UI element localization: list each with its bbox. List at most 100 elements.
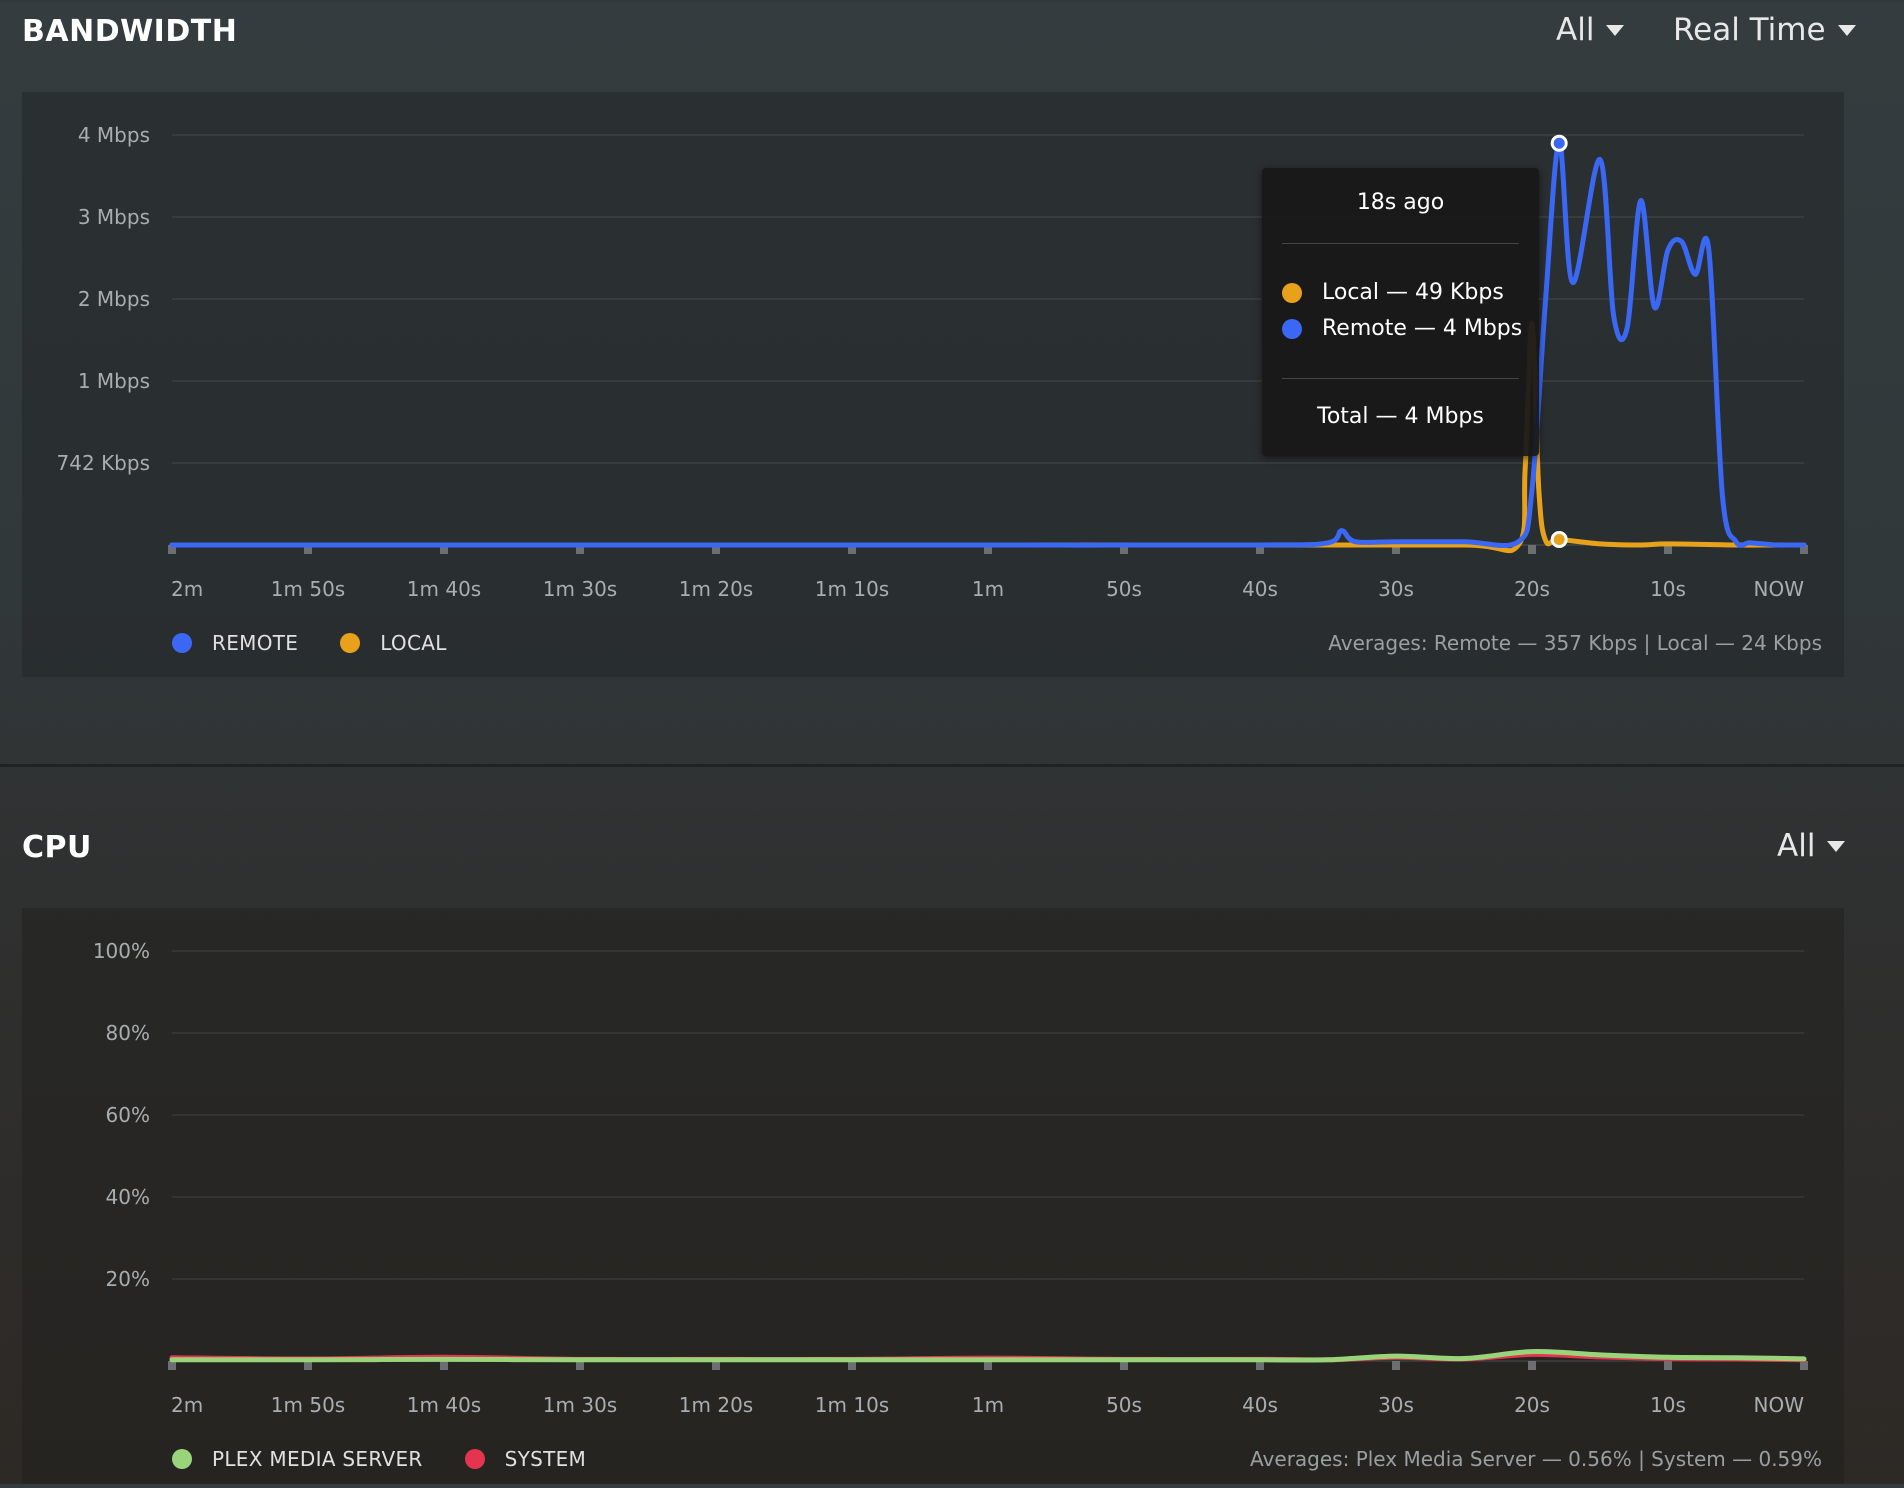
x-tick-mark <box>576 1361 584 1370</box>
x-tick-mark <box>304 1361 312 1370</box>
x-tick-mark <box>576 545 584 554</box>
y-tick-label: 4 Mbps <box>78 123 150 147</box>
tooltip-local-value: Local — 49 Kbps <box>1322 280 1504 305</box>
tooltip-remote-row: Remote — 4 Mbps <box>1282 316 1522 341</box>
x-tick-label: 1m 20s <box>679 1393 753 1417</box>
x-tick-label: 2m <box>171 577 203 601</box>
x-tick-label: 50s <box>1106 1393 1142 1417</box>
cpu-legend: PLEX MEDIA SERVER SYSTEM <box>172 1447 628 1471</box>
legend-dot <box>464 1449 485 1469</box>
cpu-filter-dropdown[interactable]: All <box>1777 828 1846 864</box>
caret-down-icon <box>1827 840 1846 852</box>
legend-item-system[interactable]: SYSTEM <box>464 1447 587 1471</box>
x-tick-mark <box>1528 545 1536 554</box>
x-tick-mark <box>984 1361 992 1370</box>
x-tick-mark <box>1800 1361 1808 1370</box>
x-tick-label: 10s <box>1650 1393 1686 1417</box>
y-tick-label: 100% <box>93 939 150 963</box>
tooltip-title: 18s ago <box>1356 190 1445 215</box>
x-tick-label: NOW <box>1754 1393 1805 1417</box>
remote-dot-icon <box>1282 318 1302 339</box>
x-tick-label: 40s <box>1242 1393 1278 1417</box>
x-tick-label: 1m 40s <box>407 1393 481 1417</box>
legend-item-remote[interactable]: REMOTE <box>172 631 298 655</box>
y-tick-label: 40% <box>106 1185 150 1209</box>
tooltip-remote-value: Remote — 4 Mbps <box>1322 316 1523 341</box>
x-tick-label: 1m 10s <box>815 1393 889 1417</box>
x-tick-mark <box>1120 1361 1128 1370</box>
y-tick-label: 60% <box>106 1103 150 1127</box>
y-tick-label: 742 Kbps <box>57 451 150 475</box>
x-tick-label: 40s <box>1242 577 1278 601</box>
x-tick-label: 2m <box>171 1393 203 1417</box>
time-range-dropdown[interactable]: Real Time <box>1673 12 1856 48</box>
y-tick-label: 80% <box>106 1021 150 1045</box>
cpu-chart[interactable]: 20% 40% 60% 80% 100% 2m 1m 50s 1m 40s 1m 30s 1m 2… <box>22 908 1844 1484</box>
caret-down-icon <box>1837 24 1856 36</box>
chart-tooltip: 18s ago Local — 49 Kbps Remote — 4 Mbps … <box>1262 168 1539 456</box>
series-line-remote <box>169 140 1807 548</box>
legend-dot <box>172 633 192 653</box>
y-tick-label: 3 Mbps <box>78 205 150 229</box>
series-line-local <box>169 321 1807 554</box>
x-tick-mark <box>1256 545 1264 554</box>
x-tick-mark <box>440 545 448 554</box>
hover-point-remote <box>1550 134 1568 152</box>
bandwidth-section: BANDWIDTH All Real Time 742 Kbps 1 Mbps 2 … <box>22 12 1856 677</box>
bandwidth-chart-panel: 742 Kbps 1 Mbps 2 Mbps 3 Mbps 4 Mbps 2m 1m 50s… <box>22 92 1844 677</box>
caret-down-icon <box>1606 24 1625 36</box>
series-line-plex-media-server <box>169 1349 1807 1363</box>
x-tick-mark <box>1664 545 1672 554</box>
x-tick-mark <box>712 1361 720 1370</box>
legend-item-plex-media-server[interactable]: PLEX MEDIA SERVER <box>172 1447 423 1471</box>
section-divider <box>0 764 1904 767</box>
y-tick-label: 2 Mbps <box>78 287 150 311</box>
x-tick-mark <box>1664 1361 1672 1370</box>
x-tick-mark <box>168 545 176 554</box>
bandwidth-averages: Averages: Remote — 357 Kbps | Local — 24… <box>1328 631 1822 655</box>
bandwidth-filter-label: All <box>1556 12 1595 48</box>
x-tick-label: 1m 10s <box>815 577 889 601</box>
tooltip-total: Total — 4 Mbps <box>1317 404 1484 429</box>
bandwidth-filter-dropdown[interactable]: All <box>1556 12 1625 48</box>
x-tick-mark <box>1528 1361 1536 1370</box>
y-tick-label: 1 Mbps <box>78 369 150 393</box>
x-tick-mark <box>1120 545 1128 554</box>
x-tick-label: NOW <box>1754 577 1805 601</box>
x-tick-label: 20s <box>1514 1393 1550 1417</box>
y-tick-label: 20% <box>106 1267 150 1291</box>
local-dot-icon <box>1282 282 1302 303</box>
x-tick-mark <box>1256 1361 1264 1370</box>
legend-label: REMOTE <box>212 631 299 655</box>
cpu-averages: Averages: Plex Media Server — 0.56% | Sy… <box>1250 1447 1822 1471</box>
legend-dot <box>340 633 361 653</box>
x-tick-mark <box>440 1361 448 1370</box>
time-range-label: Real Time <box>1673 12 1826 48</box>
x-tick-mark <box>848 1361 856 1370</box>
x-tick-label: 30s <box>1378 577 1414 601</box>
x-tick-mark <box>1392 1361 1400 1370</box>
cpu-section: CPU All 20% 40% 60% 80% 100% 2m 1m 50s 1m 40s 1m… <box>0 768 1904 1484</box>
x-tick-label: 1m 50s <box>271 577 345 601</box>
x-tick-label: 1m <box>972 577 1004 601</box>
bandwidth-chart[interactable]: 742 Kbps 1 Mbps 2 Mbps 3 Mbps 4 Mbps 2m 1m 50s… <box>22 92 1844 677</box>
x-tick-label: 20s <box>1514 577 1550 601</box>
x-tick-label: 1m <box>972 1393 1004 1417</box>
legend-label: LOCAL <box>380 631 447 655</box>
x-tick-label: 1m 50s <box>271 1393 345 1417</box>
x-tick-mark <box>984 545 992 554</box>
legend-label: PLEX MEDIA SERVER <box>212 1447 423 1471</box>
cpu-title: CPU <box>22 830 92 865</box>
bandwidth-legend: REMOTE LOCAL <box>172 631 489 655</box>
x-tick-mark <box>712 545 720 554</box>
x-tick-label: 1m 30s <box>543 1393 617 1417</box>
legend-item-local[interactable]: LOCAL <box>340 631 446 655</box>
x-tick-mark <box>304 545 312 554</box>
x-tick-label: 1m 20s <box>679 577 753 601</box>
tooltip-divider <box>1282 378 1519 379</box>
x-tick-label: 30s <box>1378 1393 1414 1417</box>
x-tick-label: 10s <box>1650 577 1686 601</box>
x-tick-label: 1m 30s <box>543 577 617 601</box>
legend-dot <box>172 1449 192 1469</box>
x-tick-label: 50s <box>1106 577 1142 601</box>
